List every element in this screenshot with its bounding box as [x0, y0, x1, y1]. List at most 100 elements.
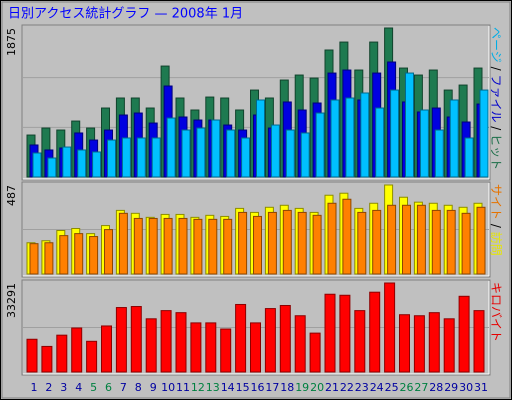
bar [211, 119, 221, 178]
bar [29, 243, 39, 275]
bar [104, 229, 113, 275]
x-tick-label: 29 [444, 381, 458, 394]
chart-title: 日別アクセス統計グラフ — 2008年 1月 [8, 6, 243, 22]
bar [193, 218, 203, 275]
bar [133, 217, 143, 275]
legend-entry: ファイル [490, 74, 504, 122]
legend-entry: サイト [490, 184, 504, 220]
bar [130, 306, 142, 373]
bar [369, 291, 381, 373]
bar [44, 242, 54, 275]
x-tick-label: 2 [45, 381, 52, 394]
bar [160, 310, 172, 373]
bar [428, 312, 440, 373]
bar [178, 217, 188, 275]
bar [446, 209, 456, 275]
bar [56, 334, 68, 373]
bar [479, 89, 489, 178]
bar [357, 211, 367, 275]
bar [145, 318, 157, 373]
x-tick-label: 12 [191, 381, 205, 394]
bar [399, 314, 410, 373]
bar [71, 327, 83, 373]
bar [330, 99, 340, 178]
bar [413, 315, 425, 373]
bar [92, 151, 102, 178]
x-tick-label: 26 [400, 381, 414, 394]
x-tick-label: 9 [150, 381, 157, 394]
bar [89, 236, 99, 275]
bar [151, 137, 161, 178]
bar [74, 233, 84, 275]
bar [41, 345, 53, 373]
x-tick-label: 20 [310, 381, 324, 394]
x-tick-label: 21 [325, 381, 339, 394]
x-tick-label: 8 [135, 381, 142, 394]
bar [405, 72, 414, 178]
bar [324, 293, 336, 373]
bar [118, 212, 128, 275]
bar [136, 137, 146, 178]
x-tick-label: 4 [75, 381, 82, 394]
bar [443, 318, 455, 373]
x-tick-label: 24 [370, 381, 384, 394]
bar [62, 146, 72, 178]
x-tick-label: 16 [251, 381, 265, 394]
x-tick-label: 27 [414, 381, 428, 394]
x-tick-label: 19 [295, 381, 309, 394]
legend-entry: 訪問 [490, 232, 505, 256]
legend-entry: キロバイト [490, 282, 504, 342]
legend-entry: ヒット [490, 134, 504, 170]
legend-separator: / [490, 122, 504, 134]
legend: キロバイト [490, 282, 504, 342]
bar [181, 129, 191, 178]
bar [461, 212, 471, 275]
bar [115, 307, 127, 373]
bar [250, 322, 261, 373]
bar [300, 132, 310, 178]
bar [315, 112, 325, 178]
bar [107, 139, 116, 178]
bar [419, 109, 429, 178]
bar [208, 218, 218, 275]
bar [267, 211, 277, 275]
x-tick-label: 25 [385, 381, 399, 394]
bar [77, 149, 87, 178]
bar [264, 308, 276, 373]
bar [342, 198, 352, 275]
x-tick-label: 18 [280, 381, 294, 394]
bar [148, 217, 158, 275]
bar [458, 295, 470, 373]
bar [384, 282, 396, 373]
y-tick-label: 33291 [5, 283, 18, 318]
bar [223, 218, 233, 275]
legend: ページ / ファイル / ヒット [490, 27, 504, 170]
x-tick-label: 28 [429, 381, 443, 394]
bar [86, 340, 98, 373]
bar [163, 217, 173, 275]
bar [449, 99, 459, 178]
legend-separator: / [490, 63, 504, 75]
bar [312, 214, 322, 275]
bar [375, 107, 385, 178]
legend-entry: ページ [490, 27, 504, 63]
bar [434, 129, 444, 178]
bar [402, 204, 411, 275]
bar [26, 338, 38, 373]
bar [59, 235, 69, 275]
bar [297, 211, 307, 275]
bar [253, 215, 262, 275]
bar [196, 127, 206, 178]
legend: サイト / 訪問 [490, 184, 505, 256]
x-tick-label: 10 [161, 381, 175, 394]
bar [235, 303, 247, 373]
x-tick-label: 22 [340, 381, 354, 394]
x-tick-label: 31 [474, 381, 488, 394]
x-tick-label: 6 [105, 381, 112, 394]
bar [372, 209, 382, 275]
bar [226, 129, 236, 178]
bar [464, 137, 474, 178]
bar [256, 99, 265, 178]
